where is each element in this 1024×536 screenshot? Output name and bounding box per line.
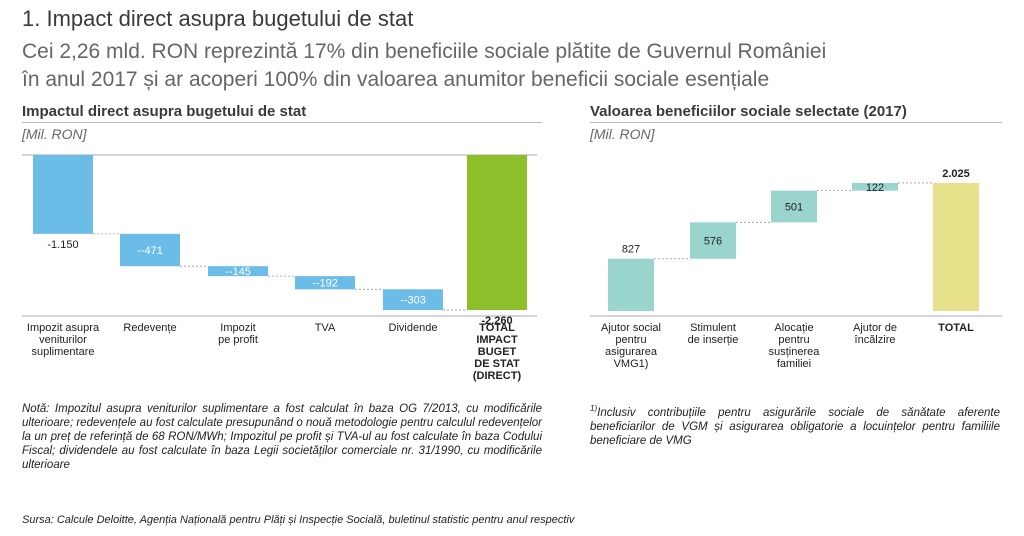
category-label-2: Stimulent de inserție: [688, 322, 739, 346]
value-label-3: 501: [785, 201, 803, 213]
category-label-line: Ajutor de: [853, 322, 897, 334]
category-label-line: pentru: [615, 334, 646, 346]
category-label-5: TOTAL: [938, 322, 974, 334]
category-label-line: pe profit: [218, 334, 258, 346]
value-label-5: --303: [400, 295, 426, 307]
left-chart-unit: [Mil. RON]: [22, 126, 87, 142]
bar-1: [33, 155, 93, 234]
category-label-line: pentru: [778, 334, 809, 346]
right-chart-unit: [Mil. RON]: [590, 126, 655, 142]
category-label-4: TVA: [315, 322, 336, 334]
category-label-line: familiei: [777, 358, 811, 370]
right-footnote-superscript: 1): [590, 404, 598, 413]
left-footnote: Notă: Impozitul asupra veniturilor supli…: [22, 403, 542, 471]
bar-2: [120, 233, 180, 267]
source-note: Sursa: Calcule Deloitte, Agenția Naționa…: [22, 514, 575, 526]
category-label-3: Impozit pe profit: [218, 322, 258, 346]
category-label-1: Ajutor social pentru asigurarea VMG1): [601, 322, 661, 370]
right-footnote-text: Inclusiv contribuțiile pentru asigurăril…: [590, 406, 1000, 447]
category-label-5: Dividende: [389, 322, 438, 334]
category-label-line: TOTAL: [938, 322, 974, 334]
right-title-underline: [590, 122, 1002, 123]
right-chart-title: Valoarea beneficiilor sociale selectate …: [590, 103, 907, 120]
category-label-line: TOTAL: [479, 322, 515, 334]
subtitle-line-1: Cei 2,26 mld. RON reprezintă 17% din ben…: [22, 40, 827, 63]
category-label-line: TVA: [315, 322, 336, 334]
bar-4: [852, 182, 898, 191]
category-label-line: asigurarea: [605, 346, 658, 358]
category-label-line: Dividende: [389, 322, 438, 334]
bar-3: [208, 266, 268, 277]
value-label-4: --192: [312, 278, 338, 290]
category-label-line: DE STAT: [474, 358, 520, 370]
category-label-line: Stimulent: [690, 322, 736, 334]
value-label-2: 576: [704, 236, 722, 248]
right-footnote: 1)Inclusiv contribuțiile pentru asigurăr…: [590, 402, 1000, 448]
bar-5: [933, 183, 979, 311]
page-title: 1. Impact direct asupra bugetului de sta…: [22, 6, 414, 31]
value-label-6: -2.260: [481, 315, 512, 327]
category-label-line: Alocație: [774, 322, 813, 334]
value-label-3: --145: [225, 266, 251, 278]
value-label-1: -1.150: [47, 239, 78, 251]
category-label-line: Redevențe: [123, 322, 176, 334]
category-label-line: IMPACT: [476, 334, 518, 346]
category-label-line: veniturilor: [39, 334, 87, 346]
bar-3: [771, 190, 817, 223]
category-label-line: VMG1): [614, 358, 649, 370]
left-title-underline: [22, 122, 542, 123]
left-chart-title: Impactul direct asupra bugetului de stat: [22, 103, 307, 120]
value-label-1: 827: [622, 244, 640, 256]
category-label-line: Impozit: [220, 322, 255, 334]
value-label-5: 2.025: [942, 168, 970, 180]
value-label-2: --471: [137, 245, 163, 257]
category-label-line: Impozit asupra: [27, 322, 100, 334]
bar-5: [383, 289, 443, 311]
bar-2: [690, 222, 736, 259]
category-label-3: Alocație pentru susținerea familiei: [769, 322, 821, 370]
category-label-line: de inserție: [688, 334, 739, 346]
page-subtitle: Cei 2,26 mld. RON reprezintă 17% din ben…: [22, 38, 826, 94]
category-label-line: încălzire: [854, 334, 896, 346]
value-label-4: 122: [866, 182, 884, 194]
bar-4: [295, 276, 355, 290]
category-label-line: (DIRECT): [473, 370, 522, 382]
category-label-line: suplimentare: [32, 346, 95, 358]
bar-6: [467, 155, 527, 310]
category-label-6: TOTAL IMPACT BUGET DE STAT (DIRECT): [473, 322, 522, 382]
subtitle-line-2: în anul 2017 și ar acoperi 100% din valo…: [22, 68, 770, 91]
category-label-line: BUGET: [478, 346, 517, 358]
category-label-4: Ajutor de încălzire: [853, 322, 897, 346]
category-label-line: Ajutor social: [601, 322, 661, 334]
category-label-1: Impozit asupra veniturilor suplimentare: [27, 322, 100, 358]
bar-1: [608, 258, 654, 311]
category-label-2: Redevențe: [123, 322, 176, 334]
category-label-line: susținerea: [769, 346, 821, 358]
